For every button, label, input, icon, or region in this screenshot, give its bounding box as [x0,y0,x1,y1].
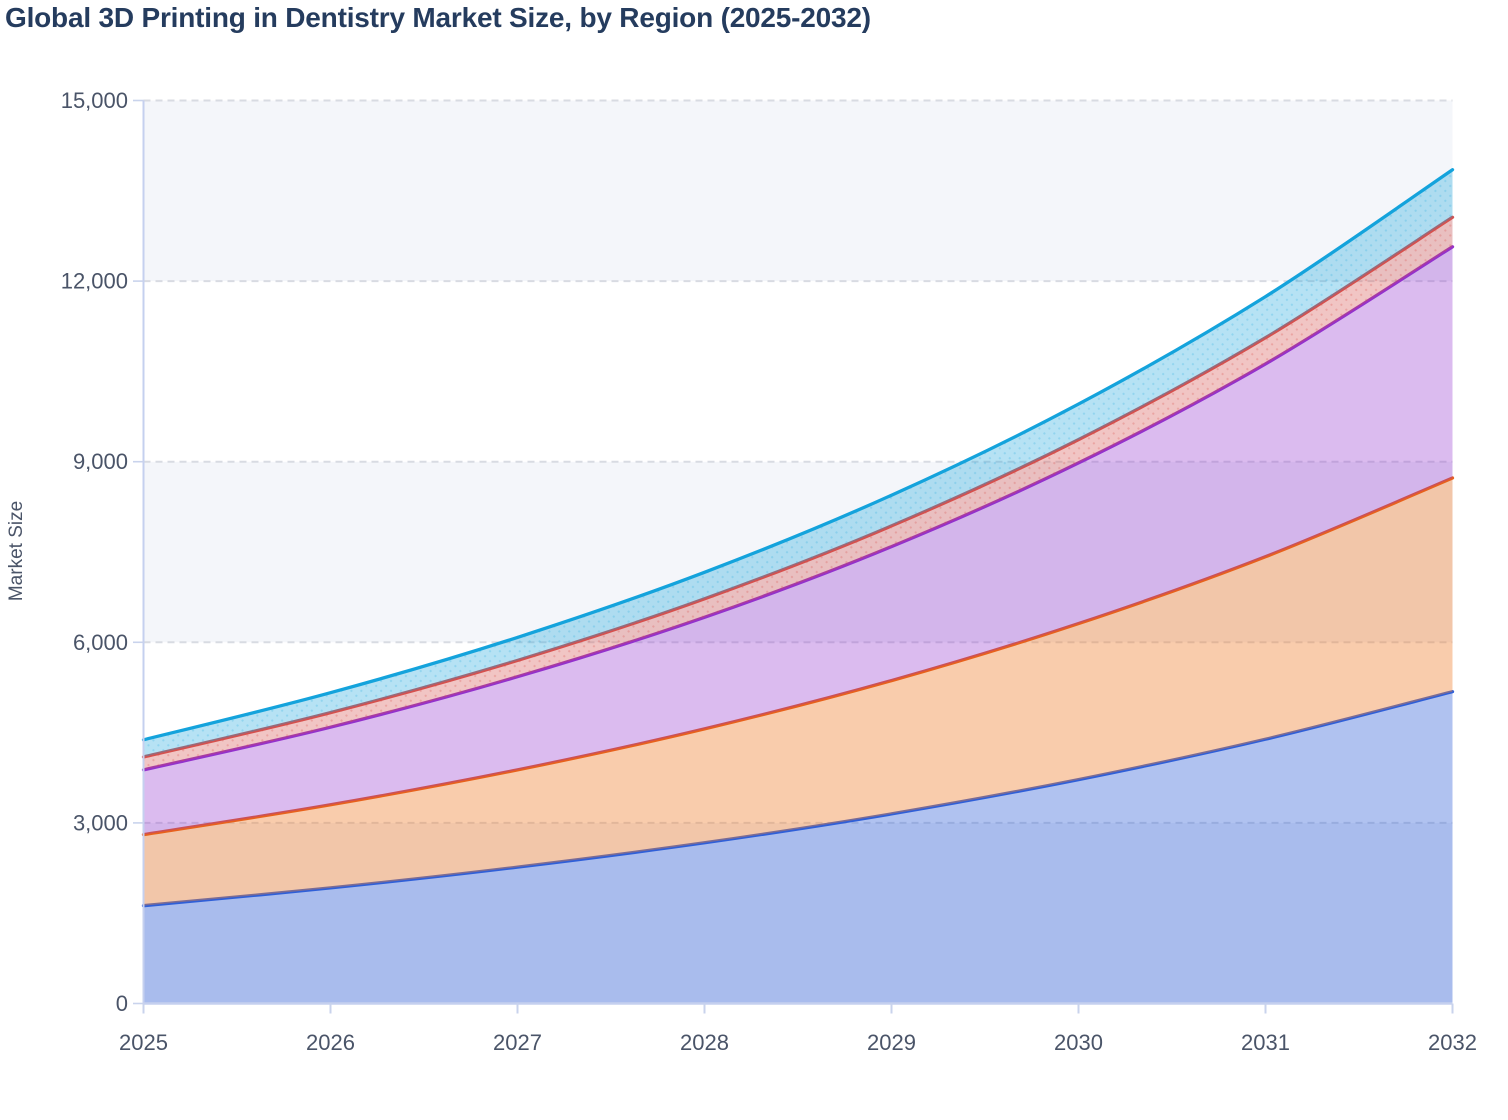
x-tick-label: 2030 [1054,1030,1103,1055]
line-series-cyan [141,168,1455,742]
area-series-purple [143,246,1453,835]
plot-band [143,100,1453,282]
y-tick-label: 12,000 [61,269,128,294]
x-tick-label: 2025 [119,1030,168,1055]
x-tick-label: 2032 [1428,1030,1477,1055]
x-tick-label: 2027 [493,1030,542,1055]
area-series-blue [143,691,1453,1004]
y-tick-label: 15,000 [61,88,128,113]
x-tick-label: 2029 [867,1030,916,1055]
x-tick-label: 2028 [680,1030,729,1055]
line-series-orange [141,476,1455,837]
y-tick-label: 0 [116,991,128,1016]
plot-band [143,642,1453,823]
y-tick-label: 6,000 [73,630,128,655]
plot-band [143,822,1453,1004]
x-tick-label: 2031 [1241,1030,1290,1055]
x-tick-label: 2026 [306,1030,355,1055]
chart-title: Global 3D Printing in Dentistry Market S… [5,2,871,33]
y-tick-label: 9,000 [73,449,128,474]
area-series-orange [143,478,1453,906]
y-tick-label: 3,000 [73,810,128,835]
line-series-blue [141,690,1455,908]
